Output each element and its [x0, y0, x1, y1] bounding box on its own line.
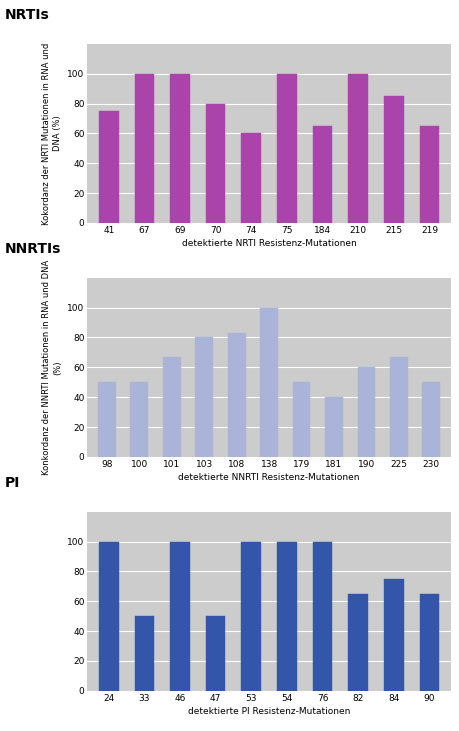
X-axis label: detektierte NRTI Resistenz-Mutationen: detektierte NRTI Resistenz-Mutationen	[181, 239, 356, 248]
Y-axis label: Kokordanz der NRTI Mutationen in RNA und
DNA (%): Kokordanz der NRTI Mutationen in RNA und…	[42, 42, 62, 224]
Bar	[325, 397, 342, 457]
Bar	[292, 382, 310, 457]
Bar	[389, 357, 407, 457]
Bar	[130, 382, 148, 457]
Bar	[312, 542, 331, 691]
Bar	[276, 74, 296, 223]
Bar	[421, 382, 439, 457]
Bar	[276, 542, 296, 691]
X-axis label: detektierte PI Resistenz-Mutationen: detektierte PI Resistenz-Mutationen	[188, 707, 349, 716]
Text: NRTIs: NRTIs	[5, 8, 49, 22]
Bar	[134, 616, 154, 691]
Bar	[206, 616, 225, 691]
Bar	[99, 111, 118, 223]
Bar	[383, 96, 403, 223]
Bar	[98, 382, 116, 457]
Text: NNRTIs: NNRTIs	[5, 242, 61, 256]
Bar	[241, 542, 261, 691]
Bar	[195, 338, 213, 457]
Bar	[206, 104, 225, 223]
Bar	[312, 126, 331, 223]
Bar	[170, 542, 190, 691]
Bar	[347, 74, 367, 223]
Bar	[419, 126, 438, 223]
Bar	[241, 133, 261, 223]
Bar	[383, 579, 403, 691]
X-axis label: detektierte NNRTI Resistenz-Mutationen: detektierte NNRTI Resistenz-Mutationen	[178, 473, 359, 482]
Bar	[99, 542, 118, 691]
Bar	[347, 594, 367, 691]
Bar	[170, 74, 190, 223]
Bar	[227, 333, 245, 457]
Bar	[134, 74, 154, 223]
Y-axis label: Konkordanz der NNRTI Mutationen in RNA und DNA
(%): Konkordanz der NNRTI Mutationen in RNA u…	[42, 260, 62, 475]
Bar	[162, 357, 180, 457]
Bar	[357, 367, 375, 457]
Bar	[419, 594, 438, 691]
Bar	[260, 308, 277, 457]
Text: PI: PI	[5, 476, 20, 490]
